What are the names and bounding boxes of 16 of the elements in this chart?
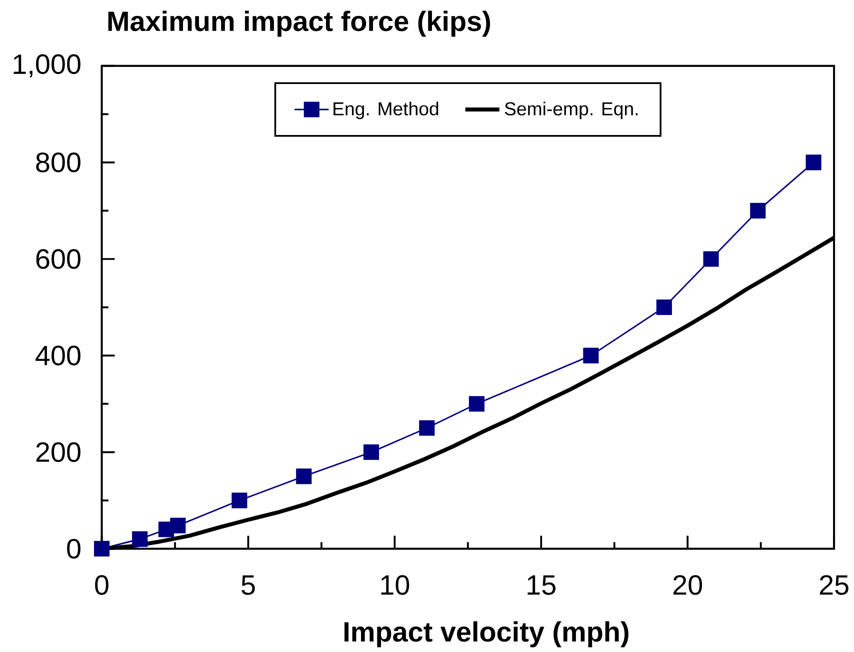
x-tick-label: 25 <box>820 575 848 596</box>
legend-label: Eng. Method <box>334 102 438 120</box>
x-tick-label: 0 <box>95 575 108 596</box>
x-tick-label: 5 <box>242 576 255 596</box>
y-axis-title: Maximum impact force (kips) <box>108 10 490 37</box>
y-tick-label: 200 <box>36 442 80 462</box>
y-tick-label: 0 <box>67 538 80 559</box>
legend-label: Semi-emp. Eqn. <box>504 102 638 120</box>
y-tick-label: 1,000 <box>14 54 80 78</box>
x-tick-label: 20 <box>673 575 702 596</box>
y-tick-label: 400 <box>36 346 80 366</box>
x-axis-title: Impact velocity (mph) <box>344 621 628 648</box>
x-tick-label: 10 <box>381 575 410 596</box>
x-tick-label: 15 <box>528 576 556 596</box>
y-tick-label: 600 <box>36 249 80 270</box>
y-tick-label: 800 <box>36 152 80 172</box>
